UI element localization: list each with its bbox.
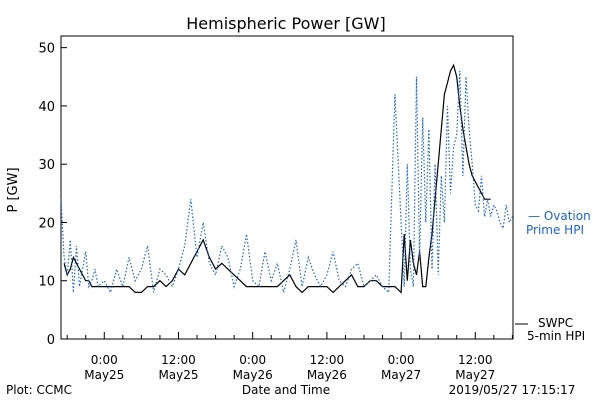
x-tick-label-time: 12:00: [458, 353, 493, 367]
y-tick-label: 30: [38, 158, 55, 173]
legend-swpc-line1: SWPC: [538, 316, 573, 330]
legend-swpc-line2: 5-min HPI: [527, 329, 585, 343]
x-tick-label-time: 0:00: [91, 353, 118, 367]
x-axis-label: Date and Time: [242, 383, 330, 397]
x-tick-label-date: May27: [455, 368, 495, 382]
footer-plot-credit: Plot: CCMC: [6, 383, 72, 397]
x-axis-ticks: 0:00May2512:00May250:00May2612:00May260:…: [66, 332, 513, 382]
series-ovation-line: [60, 70, 513, 295]
series-group: [60, 63, 513, 295]
y-tick-label: 20: [38, 216, 55, 231]
legend-ovation-line1: — Ovation: [528, 209, 591, 223]
x-tick-label-date: May25: [84, 368, 124, 382]
y-tick-label: 40: [38, 100, 55, 115]
x-tick-label-time: 0:00: [239, 353, 266, 367]
legend-ovation-line2: Prime HPI: [526, 223, 584, 237]
x-tick-label-date: May25: [158, 368, 198, 382]
x-tick-label-date: May27: [381, 368, 421, 382]
footer-timestamp: 2019/05/27 17:15:17: [449, 383, 576, 397]
x-tick-label-time: 12:00: [161, 353, 196, 367]
y-tick-label: 0: [47, 333, 55, 348]
y-tick-label: 50: [38, 42, 55, 57]
x-tick-label-date: May26: [233, 368, 273, 382]
chart-title: Hemispheric Power [GW]: [186, 14, 385, 33]
series-swpc-line: [63, 63, 491, 294]
x-tick-label-time: 12:00: [310, 353, 345, 367]
y-axis-label: P [GW]: [6, 167, 21, 212]
x-tick-label-date: May26: [307, 368, 347, 382]
x-tick-label-time: 0:00: [388, 353, 415, 367]
plot-frame: [60, 35, 514, 340]
y-tick-label: 10: [38, 275, 55, 290]
y-axis-ticks: 0 10 20 30 40 50: [38, 42, 67, 348]
